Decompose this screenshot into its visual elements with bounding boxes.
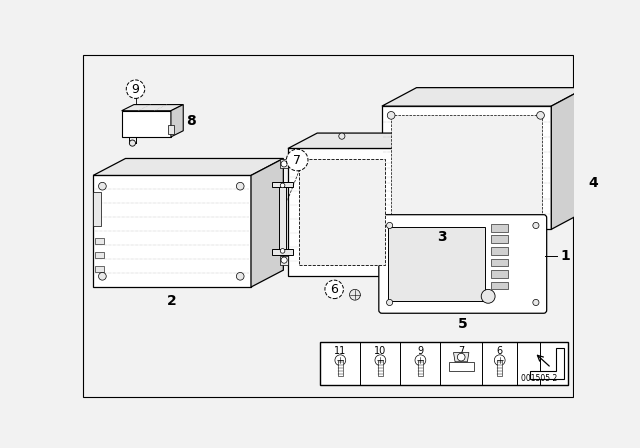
Circle shape bbox=[281, 257, 287, 263]
Text: 9: 9 bbox=[417, 346, 424, 356]
Circle shape bbox=[236, 182, 244, 190]
Polygon shape bbox=[382, 88, 586, 106]
Circle shape bbox=[281, 161, 287, 167]
Text: 6: 6 bbox=[330, 283, 338, 296]
Text: 6: 6 bbox=[497, 346, 503, 356]
Bar bbox=[299, 159, 385, 265]
Text: 7: 7 bbox=[458, 346, 465, 356]
Bar bbox=[492, 282, 508, 289]
FancyBboxPatch shape bbox=[379, 215, 547, 313]
Circle shape bbox=[349, 289, 360, 300]
Polygon shape bbox=[93, 159, 284, 176]
Polygon shape bbox=[551, 88, 586, 229]
Polygon shape bbox=[122, 104, 183, 111]
Polygon shape bbox=[288, 133, 425, 148]
Bar bbox=[95, 238, 104, 244]
Bar bbox=[492, 270, 508, 278]
Circle shape bbox=[287, 149, 308, 171]
Text: 10: 10 bbox=[374, 346, 387, 356]
Bar bbox=[320, 342, 568, 385]
Bar bbox=[418, 360, 422, 375]
Bar bbox=[388, 227, 485, 301]
Circle shape bbox=[537, 216, 545, 224]
Polygon shape bbox=[171, 104, 183, 137]
Circle shape bbox=[129, 140, 136, 146]
Circle shape bbox=[99, 182, 106, 190]
Bar bbox=[497, 360, 502, 375]
Circle shape bbox=[533, 299, 539, 306]
Bar bbox=[492, 224, 508, 232]
Bar bbox=[378, 360, 383, 375]
Text: 2: 2 bbox=[167, 294, 177, 308]
Circle shape bbox=[481, 289, 495, 303]
Text: 9: 9 bbox=[132, 83, 140, 96]
Circle shape bbox=[280, 249, 285, 253]
Polygon shape bbox=[280, 159, 288, 168]
Text: 11: 11 bbox=[334, 346, 346, 356]
Polygon shape bbox=[251, 159, 284, 287]
Circle shape bbox=[387, 222, 393, 228]
Bar bbox=[168, 125, 174, 134]
Polygon shape bbox=[272, 250, 293, 255]
Text: 5: 5 bbox=[458, 317, 468, 331]
Bar bbox=[492, 258, 508, 266]
Polygon shape bbox=[449, 362, 474, 371]
Bar bbox=[95, 266, 104, 271]
Circle shape bbox=[126, 80, 145, 99]
Polygon shape bbox=[396, 133, 425, 276]
Circle shape bbox=[533, 222, 539, 228]
Circle shape bbox=[387, 299, 393, 306]
Text: 7: 7 bbox=[293, 154, 301, 167]
Bar bbox=[391, 116, 542, 220]
Circle shape bbox=[236, 272, 244, 280]
Circle shape bbox=[387, 216, 395, 224]
Bar bbox=[93, 192, 101, 226]
Polygon shape bbox=[530, 348, 564, 379]
Polygon shape bbox=[272, 181, 293, 187]
Text: 1: 1 bbox=[560, 249, 570, 263]
Circle shape bbox=[537, 112, 545, 119]
Circle shape bbox=[335, 355, 346, 366]
Text: 8: 8 bbox=[186, 114, 196, 128]
Circle shape bbox=[325, 280, 344, 299]
Text: 001505 2: 001505 2 bbox=[521, 374, 557, 383]
Circle shape bbox=[375, 355, 386, 366]
Polygon shape bbox=[280, 255, 288, 265]
Circle shape bbox=[280, 183, 285, 188]
Bar bbox=[338, 360, 342, 375]
Circle shape bbox=[494, 355, 505, 366]
Polygon shape bbox=[122, 111, 171, 137]
Circle shape bbox=[387, 112, 395, 119]
Polygon shape bbox=[280, 181, 285, 255]
Bar bbox=[95, 252, 104, 258]
Text: 3: 3 bbox=[437, 230, 447, 244]
Polygon shape bbox=[93, 176, 251, 287]
Circle shape bbox=[99, 272, 106, 280]
Circle shape bbox=[458, 353, 465, 361]
Circle shape bbox=[339, 133, 345, 139]
Text: 4: 4 bbox=[589, 176, 598, 190]
Circle shape bbox=[415, 355, 426, 366]
Polygon shape bbox=[288, 148, 396, 276]
Polygon shape bbox=[382, 106, 551, 229]
Bar bbox=[492, 247, 508, 255]
Bar bbox=[492, 236, 508, 243]
Polygon shape bbox=[454, 353, 469, 362]
